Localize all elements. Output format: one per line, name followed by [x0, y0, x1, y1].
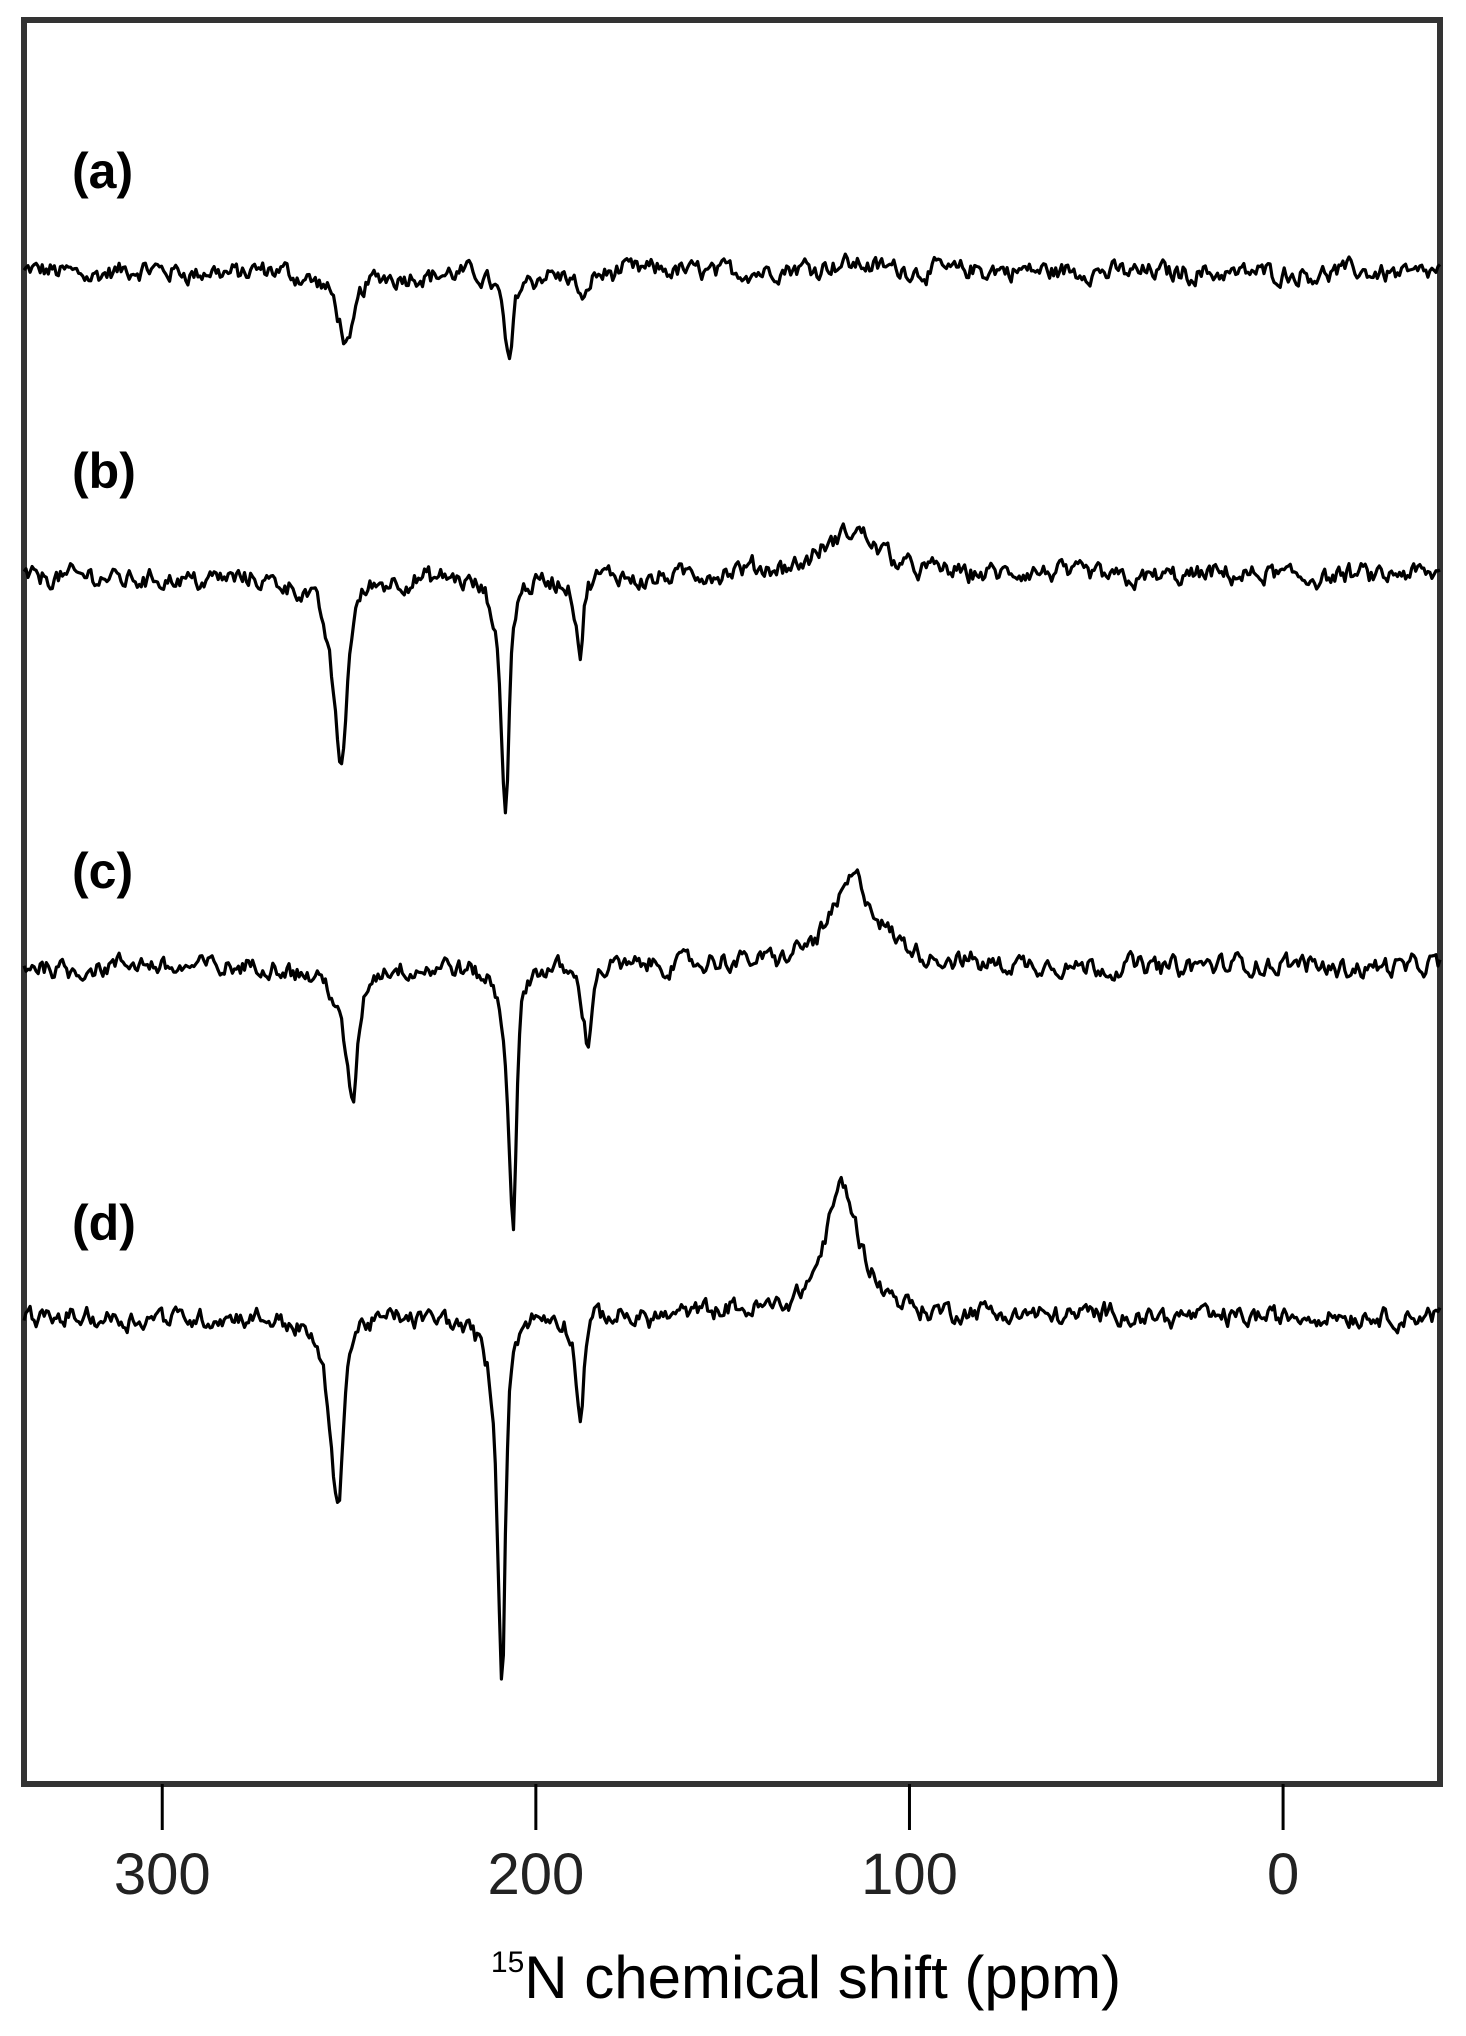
trace-label-b: (b): [72, 443, 136, 499]
trace-label-c: (c): [72, 843, 133, 899]
spectrum-trace-a: [22, 252, 1442, 361]
spectrum-trace-c: [22, 868, 1442, 1232]
plot-frame: [21, 17, 1443, 1787]
trace-label-d: (d): [72, 1195, 136, 1251]
x-tick-label: 0: [1267, 1842, 1299, 1907]
spectrum-trace-d: [22, 1175, 1442, 1681]
trace-label-a: (a): [72, 143, 133, 199]
x-axis-title-text: N chemical shift (ppm): [524, 1944, 1121, 2011]
x-tick-label: 200: [487, 1842, 584, 1907]
spectrum-trace-b: [22, 522, 1441, 815]
x-tick-label: 100: [861, 1842, 958, 1907]
x-tick-label: 300: [114, 1842, 211, 1907]
x-axis-title: 15N chemical shift (ppm): [491, 1944, 1121, 2011]
x-axis-title-superscript: 15: [491, 1946, 524, 1979]
